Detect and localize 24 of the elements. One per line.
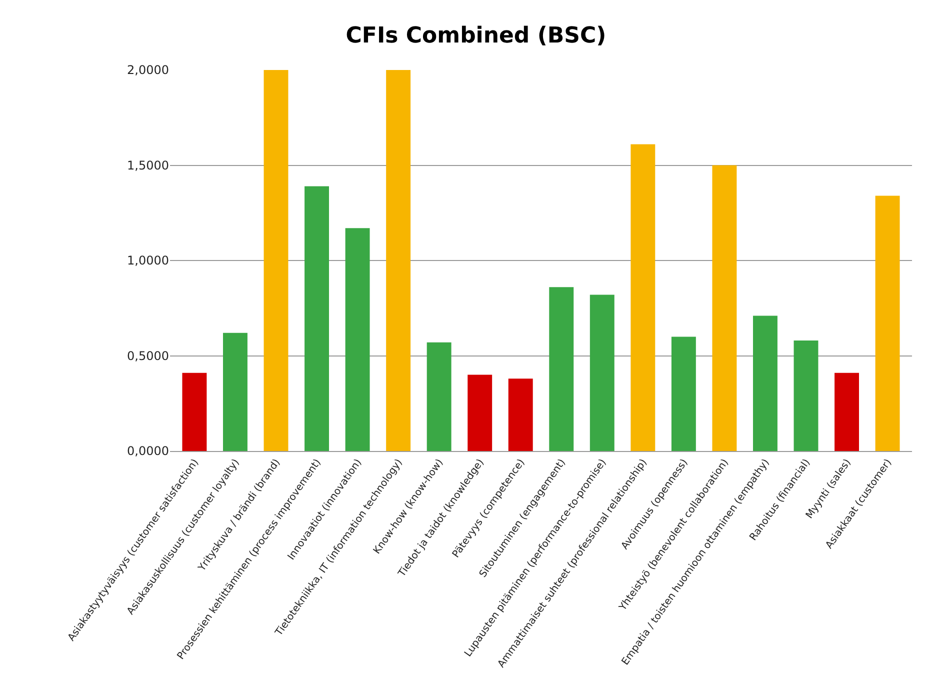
y-tick-label: 0,0000 — [127, 444, 169, 458]
bar — [468, 374, 492, 451]
bar — [549, 287, 574, 451]
bar — [834, 372, 859, 451]
bar — [264, 70, 288, 451]
bar — [182, 372, 207, 451]
chart-title: CFIs Combined (BSC) — [346, 24, 606, 49]
bar — [386, 70, 411, 451]
bar — [671, 336, 696, 451]
y-tick-label: 1,0000 — [127, 254, 169, 268]
bar — [753, 316, 778, 451]
y-tick-label: 2,0000 — [127, 63, 169, 78]
bar — [508, 378, 533, 451]
bar — [794, 340, 818, 451]
bar — [875, 196, 900, 451]
bar — [223, 332, 248, 451]
bar — [712, 165, 737, 451]
bar — [304, 186, 329, 451]
y-tick-label: 0,5000 — [127, 348, 169, 363]
bar — [426, 342, 452, 451]
bar — [590, 294, 614, 451]
y-tick-label: 1,5000 — [127, 158, 169, 172]
bar — [345, 228, 370, 451]
bar — [630, 144, 656, 451]
